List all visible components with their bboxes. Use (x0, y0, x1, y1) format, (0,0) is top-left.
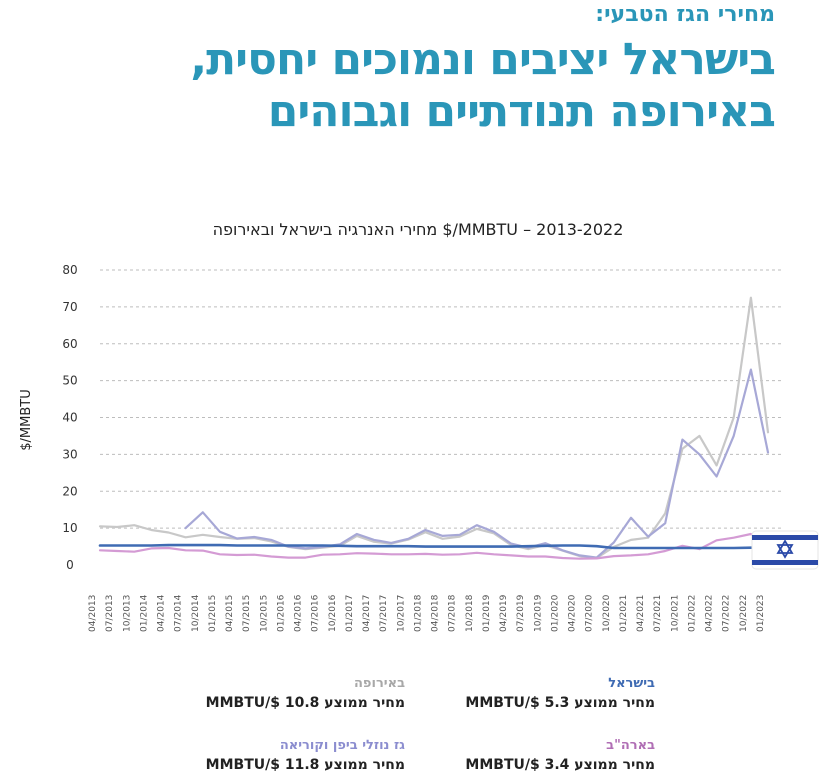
x-tick-label: 10/2022 (739, 595, 749, 632)
x-tick-label: 07/2014 (174, 594, 184, 632)
series-line-0 (98, 543, 770, 550)
x-tick-label: 01/2017 (345, 595, 355, 632)
x-tick-label: 01/2015 (208, 595, 218, 632)
x-tick-label: 07/2013 (105, 595, 115, 632)
x-tick-label: 07/2020 (585, 594, 595, 632)
x-tick-label: 10/2021 (670, 595, 680, 632)
legend-usa-name: בארה"ב (606, 738, 655, 753)
x-tick-label: 01/2021 (619, 595, 629, 632)
x-tick-label: 07/2017 (379, 595, 389, 632)
x-tick-label: 10/2016 (328, 594, 338, 632)
x-tick-label: 10/2013 (122, 595, 132, 632)
kicker-title: מחירי הגז הטבעי: (595, 2, 775, 27)
series-line-3 (98, 532, 770, 560)
legend-europe: באירופה מחיר ממוצע 10.8 $/MMBTU (206, 676, 405, 711)
x-tick-label: 07/2019 (516, 594, 526, 632)
x-tick-label: 01/2019 (482, 594, 492, 632)
x-tick-label: 01/2014 (139, 594, 149, 632)
series-lines (98, 296, 770, 560)
x-tick-label: 07/2015 (242, 595, 252, 632)
x-tick-label: 10/2020 (602, 594, 612, 632)
y-tick-label: 0 (66, 558, 74, 572)
x-tick-label: 04/2016 (294, 594, 304, 632)
headline: בישראל יציבים ונמוכים יחסית, באירופה תנו… (35, 34, 776, 138)
x-tick-labels: 04/2013 07/2013 10/2013 01/2014 04/2014 07/20… (88, 594, 766, 632)
x-tick-label: 04/2015 (225, 595, 235, 632)
legend-israel-avg: מחיר ממוצע 5.3 $/MMBTU (465, 695, 655, 711)
x-tick-label: 04/2018 (431, 594, 441, 632)
headline-line-2: באירופה תנודתיים וגבוהים (267, 86, 776, 137)
y-tick-label: 80 (62, 263, 77, 277)
legend-asia: גז נוזלי ביפן וקוריאה מחיר ממוצע 11.8 $/… (206, 738, 405, 773)
y-tick-label: 60 (62, 337, 77, 351)
x-tick-label: 07/2021 (653, 595, 663, 632)
legend-europe-name: באירופה (354, 676, 405, 691)
headline-line-1: בישראל יציבים ונמוכים יחסית, (190, 34, 776, 85)
legend-israel: בישראל מחיר ממוצע 5.3 $/MMBTU (465, 676, 655, 711)
x-tick-label: 07/2018 (448, 594, 458, 632)
x-tick-label: 01/2018 (413, 594, 423, 632)
y-axis-label: $/MMBTU (19, 389, 34, 450)
series-line-1 (98, 296, 770, 560)
x-tick-label: 10/2015 (259, 595, 269, 632)
y-tick-label: 10 (62, 521, 77, 535)
x-tick-label: 01/2020 (550, 594, 560, 632)
x-tick-label: 04/2019 (499, 594, 509, 632)
y-tick-label: 50 (62, 374, 77, 388)
x-tick-label: 10/2017 (396, 595, 406, 632)
legend-asia-avg: מחיר ממוצע 11.8 $/MMBTU (205, 757, 405, 773)
y-tick-labels: 0 10 20 30 40 50 60 70 80 (62, 263, 77, 572)
x-tick-label: 04/2017 (362, 595, 372, 632)
legend-israel-name: בישראל (608, 676, 655, 691)
y-tick-label: 40 (62, 411, 77, 425)
x-tick-label: 04/2020 (568, 594, 578, 632)
chart-title: מחירי האנרגיה בישראל ובאירופה $/MMBTU – … (213, 220, 624, 239)
grid-lines (100, 269, 783, 529)
x-tick-label: 04/2022 (705, 595, 715, 632)
x-tick-label: 04/2014 (157, 594, 167, 632)
y-tick-label: 20 (62, 484, 77, 498)
x-tick-label: 07/2016 (311, 594, 321, 632)
y-tick-label: 70 (62, 300, 77, 314)
x-tick-label: 04/2021 (636, 595, 646, 632)
y-tick-label: 30 (62, 447, 77, 461)
x-tick-label: 04/2013 (88, 595, 98, 632)
x-tick-label: 10/2019 (533, 594, 543, 632)
legend-usa: בארה"ב מחיר ממוצע 3.4 $/MMBTU (465, 738, 655, 773)
x-tick-label: 01/2023 (756, 595, 766, 632)
legend-asia-name: גז נוזלי ביפן וקוריאה (279, 738, 405, 753)
legend-usa-avg: מחיר ממוצע 3.4 $/MMBTU (465, 757, 655, 773)
x-tick-label: 10/2014 (191, 594, 201, 632)
x-tick-label: 01/2022 (687, 595, 697, 632)
israel-flag-icon (751, 530, 819, 570)
x-tick-label: 01/2016 (276, 594, 286, 632)
x-tick-label: 07/2022 (722, 595, 732, 632)
x-tick-label: 10/2018 (465, 594, 475, 632)
legend-europe-avg: מחיר ממוצע 10.8 $/MMBTU (205, 695, 405, 711)
